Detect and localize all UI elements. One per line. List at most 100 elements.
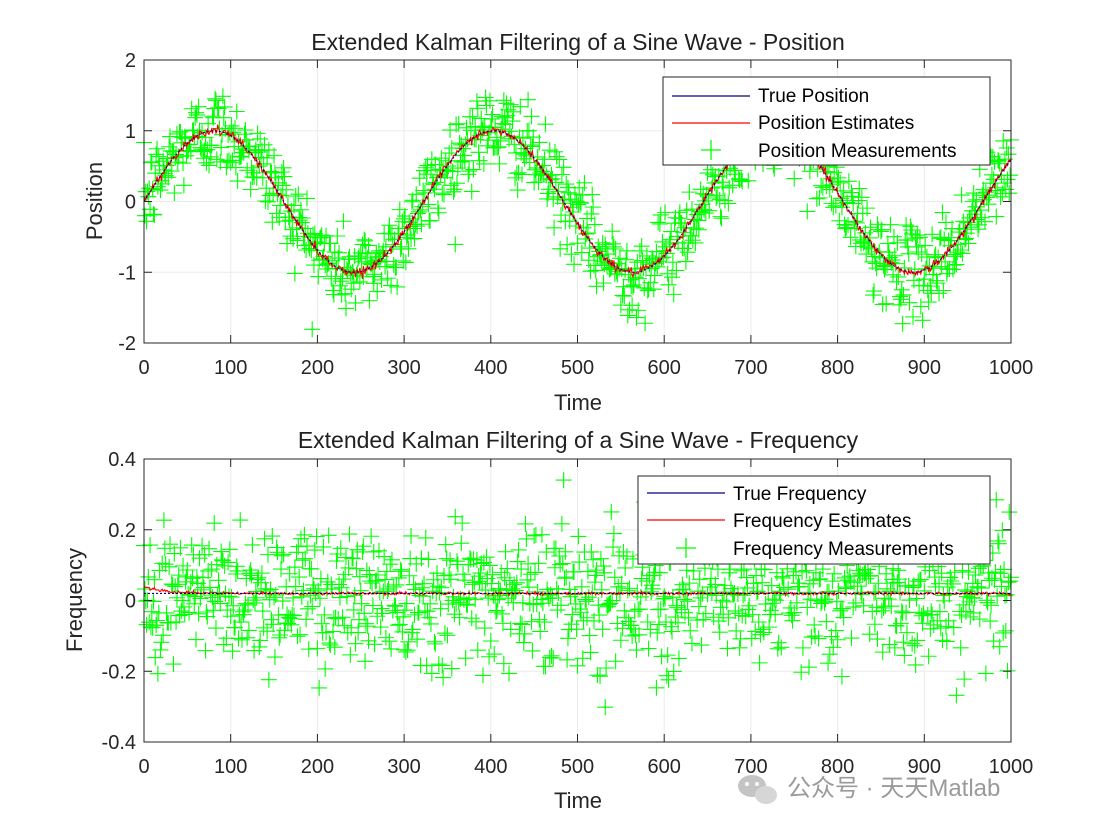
measurement-point	[743, 630, 760, 647]
measurement-point	[529, 583, 546, 600]
measurement-point	[450, 115, 467, 132]
measurement-point	[660, 671, 677, 688]
measurement-point	[895, 286, 912, 303]
measurement-point	[300, 641, 317, 658]
measurement-point	[799, 203, 816, 220]
measurement-point	[830, 583, 847, 600]
measurement-point	[326, 244, 343, 261]
measurement-point	[488, 604, 505, 621]
measurement-point	[650, 214, 667, 231]
measurement-point	[721, 179, 738, 196]
measurement-point	[911, 229, 928, 246]
measurement-point	[537, 116, 554, 133]
measurement-point	[140, 188, 157, 205]
measurement-point	[664, 589, 681, 606]
measurement-point	[430, 204, 447, 221]
measurement-point	[484, 566, 501, 583]
measurement-point	[429, 200, 446, 217]
measurement-point	[338, 588, 355, 605]
measurement-point	[413, 216, 430, 233]
measurement-point	[478, 97, 495, 114]
measurement-point	[960, 235, 977, 252]
measurement-point	[409, 205, 426, 222]
measurement-point	[643, 583, 660, 600]
y-tick-label: 0.4	[108, 449, 136, 471]
measurement-point	[882, 583, 899, 600]
measurement-point	[175, 177, 192, 194]
measurement-point	[623, 278, 640, 295]
measurement-point	[579, 609, 596, 626]
measurement-point	[390, 569, 407, 586]
measurement-point	[180, 586, 197, 603]
measurement-point	[358, 562, 375, 579]
measurement-point	[806, 616, 823, 633]
measurement-point	[786, 604, 803, 621]
measurement-point	[938, 633, 955, 650]
measurement-point	[748, 584, 765, 601]
measurement-point	[465, 161, 482, 178]
measurement-point	[445, 183, 462, 200]
measurement-point	[646, 267, 663, 284]
measurement-point	[558, 176, 575, 193]
measurement-point	[664, 254, 681, 271]
measurement-point	[734, 173, 751, 190]
measurement-point	[540, 181, 557, 198]
measurement-point	[316, 606, 333, 623]
measurement-point	[685, 562, 702, 579]
measurement-point	[994, 522, 1011, 539]
y-tick-label: 0	[125, 591, 136, 613]
measurement-point	[398, 595, 415, 612]
measurement-point	[826, 565, 843, 582]
measurement-point	[400, 240, 417, 257]
x-axis-label: Time	[554, 788, 602, 813]
measurement-point	[639, 613, 656, 630]
measurement-point	[271, 209, 288, 226]
measurement-point	[680, 609, 697, 626]
measurement-point	[267, 586, 284, 603]
measurement-point	[263, 611, 280, 628]
measurement-point	[437, 536, 454, 553]
measurement-point	[172, 539, 189, 556]
measurement-point	[238, 131, 255, 148]
measurement-point	[895, 634, 912, 651]
measurement-point	[526, 527, 543, 544]
measurement-point	[448, 116, 465, 133]
measurement-point	[331, 244, 348, 261]
measurement-point	[786, 170, 803, 187]
measurement-point	[325, 623, 342, 640]
measurement-point	[221, 541, 238, 558]
measurement-point	[924, 226, 941, 243]
measurement-point	[733, 171, 750, 188]
measurement-point	[821, 646, 838, 663]
measurement-point	[490, 138, 507, 155]
legend-label: Frequency Estimates	[733, 511, 911, 532]
measurement-point	[243, 567, 260, 584]
measurement-point	[850, 192, 867, 209]
measurement-point	[197, 129, 214, 146]
measurement-point	[954, 245, 971, 262]
measurement-point	[474, 667, 491, 684]
x-axis-label: Time	[554, 390, 602, 415]
measurement-point	[512, 615, 529, 632]
measurement-point	[152, 182, 169, 199]
measurement-point	[844, 188, 861, 205]
measurement-point	[911, 604, 928, 621]
measurement-point	[607, 653, 624, 670]
measurement-point	[199, 141, 216, 158]
measurement-point	[259, 149, 276, 166]
x-tick-label: 1000	[989, 357, 1034, 379]
measurement-point	[341, 526, 358, 543]
true-line	[143, 130, 1012, 273]
measurement-point	[853, 235, 870, 252]
measurement-point	[266, 147, 283, 164]
measurement-point	[229, 173, 246, 190]
measurement-point	[546, 219, 563, 236]
measurement-point	[312, 570, 329, 587]
measurement-point	[409, 631, 426, 648]
measurement-point	[275, 159, 292, 176]
measurement-point	[194, 537, 211, 554]
measurement-point	[196, 546, 213, 563]
measurement-point	[475, 155, 492, 172]
measurement-point	[971, 611, 988, 628]
measurement-point	[944, 575, 961, 592]
